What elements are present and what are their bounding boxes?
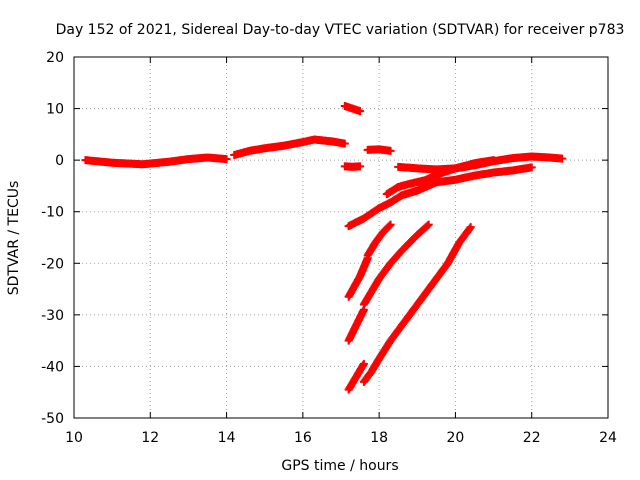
- y-axis-label: SDTVAR / TECUs: [6, 181, 22, 296]
- series-arc-11: [344, 305, 368, 345]
- series-arc-1: [81, 153, 231, 169]
- y-tick-label: -50: [41, 411, 64, 427]
- series-arc-13: [344, 359, 368, 394]
- x-tick-label: 18: [370, 430, 388, 446]
- y-tick-label: -30: [41, 308, 64, 324]
- data-point: [527, 163, 536, 172]
- series-arc-10: [363, 220, 395, 260]
- data-point: [386, 146, 395, 155]
- data-point: [359, 359, 368, 368]
- data-point: [356, 162, 365, 171]
- x-tick-label: 16: [294, 430, 312, 446]
- x-tick-label: 12: [141, 430, 159, 446]
- grid-layer: [74, 57, 608, 418]
- data-points: [81, 101, 567, 394]
- data-point: [466, 223, 475, 232]
- axes-layer: 10 12 14 16 18 20 22 24 20 10 0 -10 -20 -30 -40 -50: [41, 50, 617, 446]
- y-tick-label: -20: [41, 256, 64, 272]
- series-arc-9: [344, 254, 372, 301]
- x-tick-label: 20: [447, 430, 465, 446]
- x-axis-label: GPS time / hours: [281, 458, 398, 474]
- data-point: [222, 155, 231, 164]
- data-point: [489, 156, 498, 165]
- x-tick-label: 24: [599, 430, 617, 446]
- x-tick-label: 22: [523, 430, 541, 446]
- data-point: [558, 154, 567, 163]
- y-tick-label: 0: [55, 153, 64, 169]
- data-point: [340, 139, 349, 148]
- data-point: [424, 220, 433, 229]
- chart-title: Day 152 of 2021, Sidereal Day-to-day VTE…: [56, 22, 625, 38]
- series-arc-8: [382, 156, 498, 199]
- x-tick-label: 14: [218, 430, 236, 446]
- plot-frame: [73, 56, 609, 419]
- y-tick-label: 10: [46, 102, 64, 118]
- y-tick-label: 20: [46, 50, 64, 66]
- data-point: [356, 107, 365, 116]
- data-point: [386, 220, 395, 229]
- series-arc-4: [340, 162, 365, 171]
- y-tick-label: -10: [41, 205, 64, 221]
- series-arc-5: [363, 145, 395, 155]
- x-tick-label: 10: [65, 430, 83, 446]
- series-arc-7: [344, 163, 536, 231]
- series-arc-2: [230, 135, 349, 159]
- series-arc-3: [340, 101, 365, 116]
- series-arc-14: [359, 223, 475, 386]
- series-arc-12: [359, 220, 433, 309]
- y-tick-label: -40: [41, 359, 64, 375]
